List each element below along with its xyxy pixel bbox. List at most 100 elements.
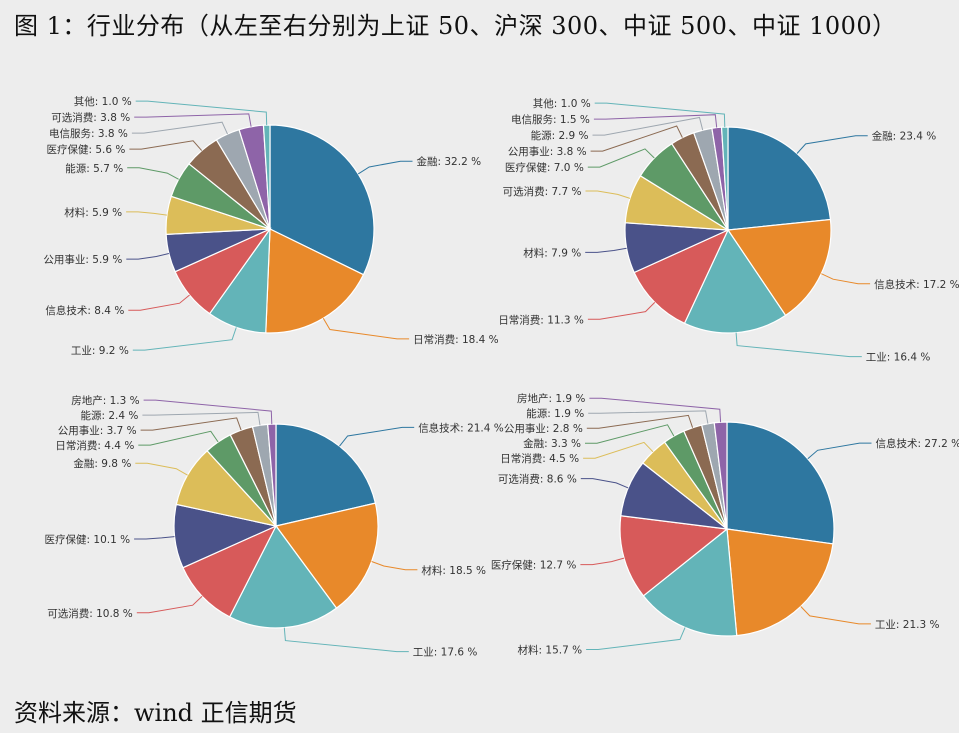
leader-line (800, 606, 871, 625)
slice-label: 电信服务: 1.5 % (511, 113, 590, 126)
pie-slice (683, 228, 787, 334)
leader-line (585, 190, 631, 199)
leader-line (585, 247, 627, 253)
leader-line (129, 140, 203, 151)
pie-slice (726, 218, 832, 317)
slice-label: 其他: 1.0 % (533, 97, 591, 110)
slice-label: 其他: 1.0 % (74, 95, 132, 108)
pie-slice (265, 228, 365, 334)
slice-label: 工业: 16.4 % (866, 352, 931, 364)
leader-line (593, 114, 718, 128)
pie-slice (727, 126, 832, 231)
leader-line (807, 442, 872, 460)
slice-label: 可选消费: 7.7 % (503, 185, 582, 198)
slice-label: 医疗保健: 7.0 % (505, 161, 584, 174)
leader-line (589, 397, 722, 423)
leader-line (357, 160, 413, 175)
leader-line (136, 595, 203, 614)
slice-label: 房地产: 1.9 % (517, 392, 585, 405)
leader-line (587, 302, 656, 320)
slice-label: 日常消费: 11.3 % (498, 313, 584, 326)
slice-label: 能源: 1.9 % (526, 407, 584, 420)
pie-chart-sse50: 金融: 32.2 % 日常消费: 18.4 % 其他: 1.0 % 可选消费: 3.8… (43, 95, 498, 357)
leader-line (594, 102, 726, 128)
pie-chart-csi300: 金融: 23.4 % 信息技术: 17.2 % 工业: 16.4 % 其他: 1.0 … (498, 97, 959, 364)
slice-label: 工业: 17.6 % (413, 647, 478, 659)
leader-line (126, 253, 170, 260)
leader-line (128, 294, 190, 311)
slice-label: 医疗保健: 5.6 % (47, 143, 126, 156)
slice-label: 金融: 3.3 % (523, 437, 581, 450)
leader-line (586, 627, 686, 650)
slice-label: 金融: 32.2 % (417, 155, 482, 168)
leader-line (138, 430, 219, 446)
pie-slice (642, 527, 738, 637)
slice-label: 工业: 9.2 % (71, 345, 129, 357)
slice-label: 日常消费: 4.4 % (55, 439, 134, 452)
pie-slice (269, 124, 375, 276)
slice-label: 可选消费: 3.8 % (51, 111, 130, 124)
leader-line (583, 441, 654, 459)
slice-label: 可选消费: 8.6 % (498, 473, 577, 486)
slice-label: 医疗保健: 12.7 % (491, 559, 577, 572)
leader-line (135, 100, 268, 126)
leader-line (134, 536, 175, 540)
leader-line (590, 125, 683, 152)
slice-label: 电信服务: 3.8 % (49, 127, 128, 140)
leader-line (127, 167, 179, 180)
slice-label: 医疗保健: 10.1 % (45, 533, 131, 546)
pie-slice (228, 524, 338, 629)
leader-line (588, 410, 709, 424)
slice-label: 能源: 2.9 % (531, 129, 589, 142)
slice-label: 房地产: 1.3 % (71, 394, 139, 407)
leader-line (322, 318, 410, 340)
leader-line (371, 561, 418, 571)
slice-label: 信息技术: 27.2 % (876, 437, 959, 450)
pie-chart-csi500: 信息技术: 21.4 % 材料: 18.5 % 工业: 17.6 % 房地产: 1.3… (45, 394, 504, 658)
slice-label: 日常消费: 4.5 % (500, 452, 579, 465)
slice-label: 公用事业: 3.7 % (58, 424, 137, 437)
leader-line (580, 557, 625, 566)
slice-label: 材料: 18.5 % (421, 564, 486, 577)
leader-line (131, 121, 228, 135)
slice-label: 材料: 7.9 % (523, 246, 581, 259)
slice-label: 可选消费: 10.8 % (47, 607, 133, 620)
slice-label: 材料: 15.7 % (518, 644, 583, 657)
leader-line (135, 462, 188, 476)
pie-slice (619, 515, 729, 597)
pie-slice (182, 524, 278, 618)
pie-chart-csi1000: 信息技术: 27.2 % 工业: 21.3 % 房地产: 1.9 % 能源: 1.9 … (491, 392, 959, 656)
leader-line (283, 627, 409, 653)
leader-line (142, 411, 261, 426)
leader-line (126, 211, 167, 216)
leader-line (580, 478, 629, 489)
leader-line (585, 424, 675, 444)
slice-label: 工业: 21.3 % (875, 619, 940, 631)
leader-line (339, 426, 415, 447)
slice-label: 公用事业: 5.9 % (43, 253, 122, 266)
figure-title: 图 1：行业分布（从左至右分别为上证 50、沪深 300、中证 500、中证 1… (14, 12, 897, 40)
slice-label: 材料: 5.9 % (64, 206, 122, 219)
leader-line (143, 399, 273, 425)
pie-slice (633, 228, 730, 325)
leader-line (735, 332, 862, 358)
source-note: 资料来源：wind 正信期货 (14, 699, 297, 727)
pie-slice (726, 421, 835, 545)
slice-label: 公用事业: 2.8 % (504, 422, 583, 435)
slice-label: 金融: 23.4 % (872, 130, 937, 143)
slice-label: 信息技术: 8.4 % (45, 304, 124, 317)
slice-label: 能源: 5.7 % (65, 162, 123, 175)
leader-line (821, 273, 871, 285)
pie-slice (274, 502, 379, 609)
leader-line (132, 327, 237, 351)
leader-line (140, 417, 242, 431)
leader-line (587, 148, 655, 168)
pie-slice (726, 528, 834, 637)
slice-label: 信息技术: 21.4 % (418, 421, 504, 434)
slice-label: 能源: 2.4 % (81, 409, 139, 422)
leader-line (586, 414, 694, 429)
slice-label: 公用事业: 3.8 % (508, 145, 587, 158)
slice-label: 金融: 9.8 % (73, 457, 131, 470)
leader-line (592, 116, 704, 136)
